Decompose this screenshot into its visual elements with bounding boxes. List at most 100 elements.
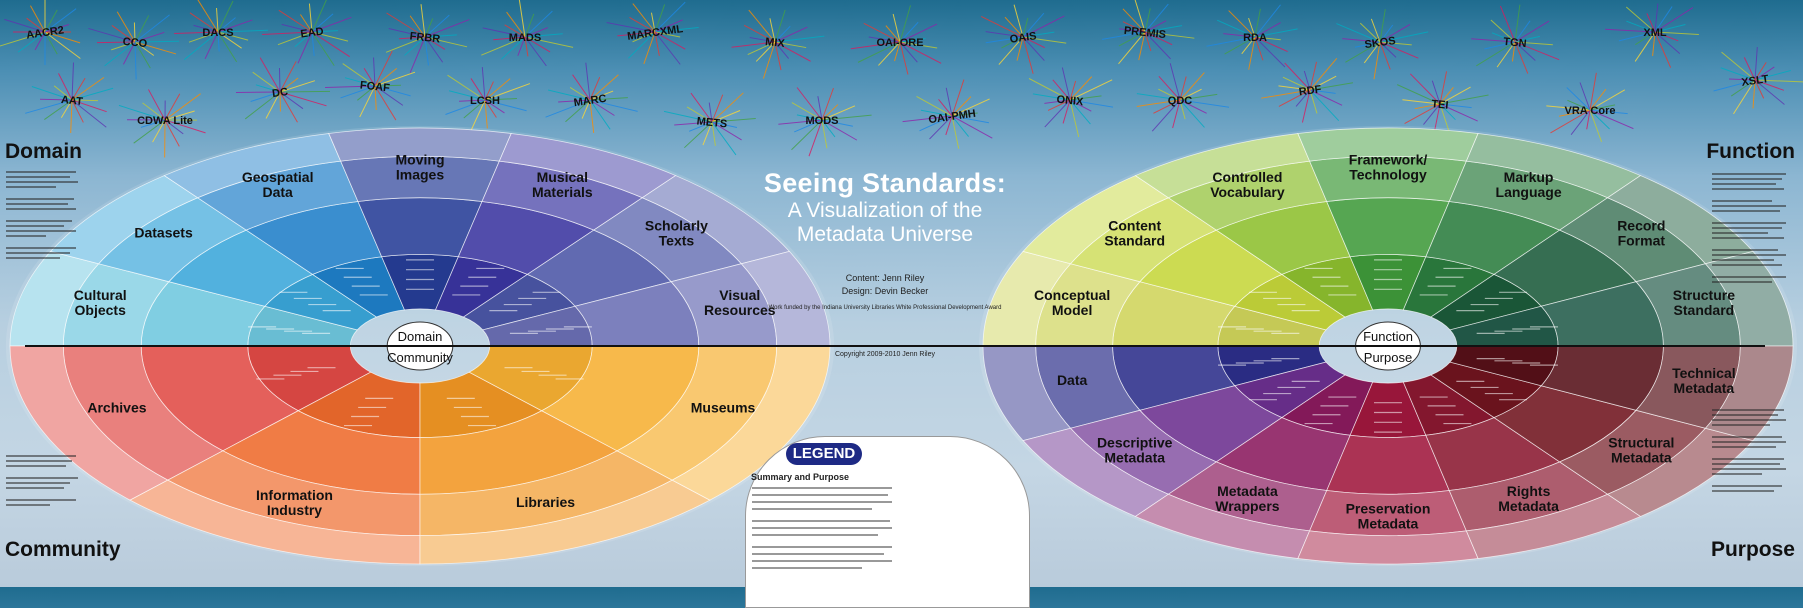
standard-burst-oai-ore: OAI-ORE	[851, 5, 941, 74]
purpose-description-text	[1712, 406, 1790, 495]
legend-text-line	[752, 487, 892, 489]
standard-label: FOAF	[359, 79, 390, 94]
right-sector-label: Framework/Technology	[1349, 152, 1428, 183]
standard-label: MARC	[573, 93, 607, 109]
standard-burst-mods: MODS	[778, 87, 871, 156]
standard-burst-mix: MIX	[732, 10, 825, 79]
left-sector-label: Libraries	[516, 494, 575, 510]
page-subtitle-line-2: Metadata Universe	[720, 223, 1050, 247]
corner-label-purpose: Purpose	[1711, 538, 1795, 562]
corner-label-domain: Domain	[5, 140, 82, 164]
standard-burst-qdc: QDC	[1137, 63, 1229, 131]
left-hub-top-label: Domain	[398, 329, 443, 344]
legend-badge: LEGEND	[786, 443, 862, 465]
standard-label: XML	[1643, 27, 1667, 39]
standard-label: TEI	[1431, 98, 1449, 112]
standard-burst-marcxml: MARCXML	[607, 2, 699, 64]
left-sector-label: Archives	[87, 400, 146, 416]
standard-label: VRA Core	[1565, 105, 1616, 117]
corner-label-function: Function	[1706, 140, 1795, 164]
standard-label: TGN	[1503, 36, 1527, 50]
standard-label: MODS	[806, 115, 839, 127]
standard-label: OAI-ORE	[876, 37, 923, 49]
standard-label: OAIS	[1009, 30, 1037, 46]
legend-text-line	[752, 553, 884, 555]
standard-label: FRBR	[409, 30, 441, 45]
right-hub-top-label: Function	[1363, 329, 1413, 344]
standard-label: QDC	[1168, 95, 1193, 107]
standard-burst-skos: SKOS	[1336, 9, 1428, 79]
page-title: Seeing Standards:	[720, 168, 1050, 199]
standard-label: AACR2	[26, 24, 65, 41]
standard-label: MARCXML	[626, 23, 684, 43]
content-credit: Content: Jenn Riley	[760, 272, 1010, 285]
standard-burst-foaf: FOAF	[325, 51, 415, 120]
standard-burst-aacr2: AACR2	[0, 0, 80, 65]
title-block: Seeing Standards: A Visualization of the…	[720, 168, 1050, 247]
standard-burst-lcsh: LCSH	[445, 67, 529, 135]
legend-text-line	[752, 508, 872, 510]
standard-burst-aat: AAT	[25, 63, 113, 133]
standard-burst-rdf: RDF	[1261, 58, 1353, 122]
standard-burst-mets: METS	[664, 93, 756, 155]
standard-burst-cdwa-lite: CDWA Lite	[119, 89, 206, 157]
function-description-text	[1712, 170, 1790, 286]
standard-burst-oai-pmh: OAI-PMH	[903, 80, 993, 149]
legend-text-line	[752, 560, 892, 562]
standard-burst-rda: RDA	[1207, 5, 1298, 70]
legend-text-line	[752, 534, 878, 536]
standard-burst-mads: MADS	[481, 0, 573, 66]
domain-description-text	[6, 168, 84, 262]
design-credit: Design: Devin Becker	[760, 285, 1010, 298]
corner-label-community: Community	[5, 538, 121, 562]
standard-label: DC	[271, 86, 288, 100]
credits-block: Content: Jenn Riley Design: Devin Becker…	[760, 272, 1010, 361]
standard-burst-dc: DC	[236, 58, 330, 123]
left-sector-label: Museums	[691, 400, 756, 416]
right-sector-label: Data	[1057, 372, 1088, 388]
legend-card	[745, 436, 1030, 608]
standard-burst-premis: PREMIS	[1102, 0, 1194, 64]
standard-burst-xslt: XSLT	[1714, 47, 1803, 114]
standard-label: LCSH	[470, 95, 500, 107]
community-description-text	[6, 452, 84, 509]
copyright-note: Copyright 2009-2010 Jenn Riley	[760, 348, 1010, 361]
left-sector-label: Datasets	[134, 224, 193, 240]
legend-text-line	[752, 546, 892, 548]
standard-burst-onix: ONIX	[1029, 68, 1113, 137]
legend-text-line	[752, 501, 892, 503]
left-hub-bottom-label: Community	[387, 350, 453, 365]
standard-label: ONIX	[1056, 94, 1085, 109]
right-hub-bottom-label: Purpose	[1364, 350, 1412, 365]
standard-label: RDF	[1298, 83, 1322, 98]
standard-label: PREMIS	[1123, 25, 1166, 41]
standard-burst-tgn: TGN	[1471, 5, 1559, 74]
standard-burst-vra-core: VRA Core	[1546, 73, 1633, 142]
standard-label: MIX	[765, 36, 786, 50]
standard-burst-xml: XML	[1605, 4, 1699, 68]
standard-label: CDWA Lite	[137, 115, 193, 127]
standard-burst-frbr: FRBR	[386, 4, 469, 73]
legend-text-line	[752, 494, 888, 496]
standard-label: METS	[696, 115, 728, 130]
standard-burst-marc: MARC	[546, 63, 638, 133]
standard-burst-oais: OAIS	[981, 5, 1066, 74]
standard-burst-cco: CCO	[88, 12, 179, 80]
standard-label: XSLT	[1741, 73, 1770, 89]
legend-text-line	[752, 520, 890, 522]
